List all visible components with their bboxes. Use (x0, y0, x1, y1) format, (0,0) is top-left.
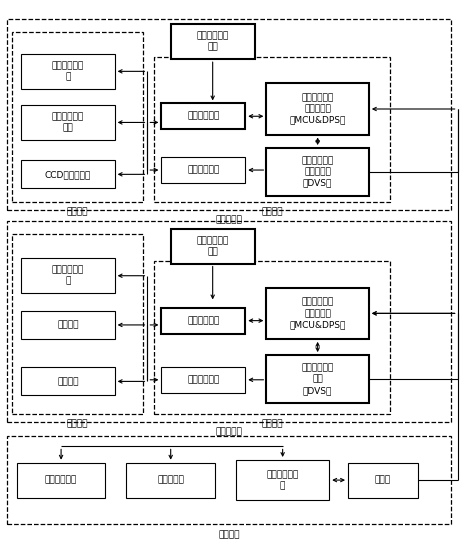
Bar (126, 462, 215, 498)
Text: 风速风向传感
器: 风速风向传感 器 (52, 61, 84, 82)
Bar (266, 148, 369, 196)
Text: 主控单元: 主控单元 (261, 419, 283, 429)
Text: 数据库服务器: 数据库服务器 (45, 475, 77, 485)
Bar (161, 157, 245, 183)
Bar (266, 83, 369, 134)
Bar (161, 103, 245, 129)
Text: 主控单元: 主控单元 (261, 207, 283, 216)
Bar (161, 367, 245, 393)
Bar (348, 462, 418, 498)
Text: 无线数据通讯
单元
（DVS）: 无线数据通讯 单元 （DVS） (302, 363, 334, 395)
Bar (161, 308, 245, 333)
Text: 采集终端: 采集终端 (67, 207, 88, 216)
Text: 多路供申单元: 多路供申单元 (187, 375, 219, 384)
Text: 交换机和路由
器: 交换机和路由 器 (267, 470, 299, 490)
Bar (154, 57, 390, 202)
Bar (171, 228, 255, 264)
Bar (21, 105, 115, 140)
Text: 无源标牲: 无源标牲 (57, 377, 79, 386)
Text: 防火墙: 防火墙 (375, 475, 391, 485)
Bar (21, 160, 115, 188)
Bar (171, 24, 255, 59)
Text: 无线视频和数
据通讯单元
（DVS）: 无线视频和数 据通讯单元 （DVS） (302, 157, 334, 188)
Bar (21, 367, 115, 395)
Text: 导线温度传感
器: 导线温度传感 器 (52, 265, 84, 286)
Text: 风光互补供电
系统: 风光互补供电 系统 (196, 32, 229, 52)
Text: 申流感应取申
装置: 申流感应取申 装置 (196, 236, 229, 256)
Bar (21, 258, 115, 293)
Text: 应用服务器: 应用服务器 (157, 475, 184, 485)
Bar (8, 19, 451, 210)
Bar (12, 32, 143, 202)
Text: 系统控制和数
据处理单元
（MCU&DPS）: 系统控制和数 据处理单元 （MCU&DPS） (289, 298, 346, 329)
Text: 有源标牲: 有源标牲 (57, 320, 79, 330)
Bar (236, 460, 329, 500)
Bar (21, 54, 115, 89)
Text: CCD高清摄像机: CCD高清摄像机 (45, 170, 91, 179)
Bar (266, 355, 369, 404)
Text: 铁塔上安装: 铁塔上安装 (216, 215, 243, 224)
Text: 多路接口单元: 多路接口单元 (187, 112, 219, 121)
Text: 环境温湿度传
感器: 环境温湿度传 感器 (52, 113, 84, 133)
Text: 多路接口单元: 多路接口单元 (187, 316, 219, 325)
Text: 多路供电单元: 多路供电单元 (187, 165, 219, 175)
Bar (8, 221, 451, 422)
Text: 系统控制和数
据处理单元
（MCU&DPS）: 系统控制和数 据处理单元 （MCU&DPS） (289, 94, 346, 125)
Text: 采集终端: 采集终端 (67, 419, 88, 429)
Bar (12, 234, 143, 414)
Bar (154, 261, 390, 414)
Bar (17, 462, 105, 498)
Text: 监控中心: 监控中心 (218, 530, 240, 539)
Bar (21, 311, 115, 339)
Bar (266, 288, 369, 339)
Text: 线路上安装: 线路上安装 (216, 428, 243, 437)
Bar (8, 436, 451, 524)
